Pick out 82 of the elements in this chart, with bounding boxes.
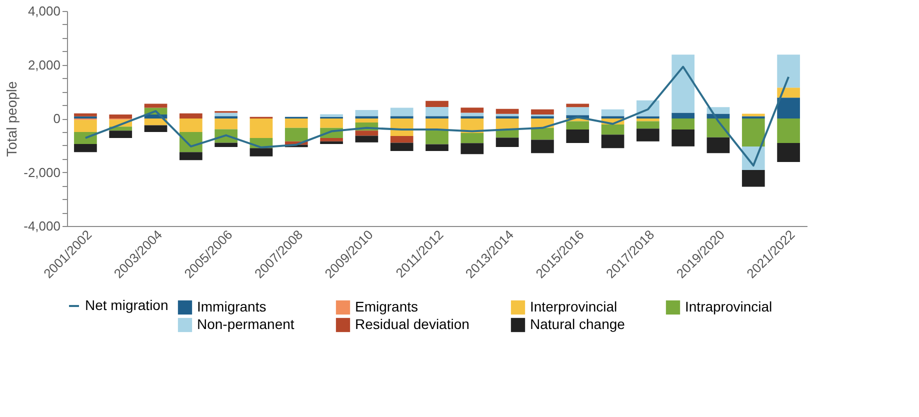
bar <box>179 118 202 132</box>
bar <box>636 121 660 129</box>
bar <box>179 152 202 160</box>
bar <box>355 136 378 142</box>
y-tick-label: 0 <box>53 111 60 126</box>
bar <box>426 106 448 116</box>
legend-label: Emigrants <box>355 298 418 314</box>
bar <box>742 118 765 146</box>
bar <box>355 118 378 123</box>
bar <box>531 109 554 114</box>
bar <box>320 141 343 144</box>
bar <box>777 118 800 143</box>
line-series <box>84 66 790 167</box>
bar <box>566 130 590 143</box>
bar <box>672 118 695 130</box>
bar <box>496 114 519 116</box>
bar <box>566 107 590 116</box>
bar <box>636 128 660 142</box>
bar <box>179 113 202 118</box>
bar <box>460 108 484 113</box>
y-tick-label: -2,000 <box>24 164 60 180</box>
bar <box>496 138 519 147</box>
bar <box>496 108 519 114</box>
bar <box>706 137 730 154</box>
bar <box>109 114 132 118</box>
legend-label: Interprovincial <box>530 298 618 314</box>
bar <box>706 118 730 138</box>
y-tick-label: -4,000 <box>24 218 60 234</box>
y-tick-label: 2,000 <box>28 57 60 72</box>
bar <box>320 138 343 142</box>
bar <box>460 112 484 116</box>
bar <box>777 54 800 88</box>
bar <box>426 100 448 107</box>
bar <box>144 104 168 108</box>
legend-label: Residual deviation <box>355 316 470 332</box>
bar <box>250 148 273 156</box>
bar <box>214 142 238 147</box>
bar <box>284 128 308 142</box>
legend-label: Non-permanent <box>197 316 294 332</box>
bar <box>320 114 343 117</box>
bar <box>566 121 590 130</box>
bar <box>74 132 97 144</box>
bar <box>460 143 484 154</box>
legend-label: Immigrants <box>197 298 266 314</box>
bar <box>742 170 765 187</box>
bar <box>777 98 800 118</box>
bar <box>601 109 624 116</box>
bar <box>74 120 97 132</box>
legend-label: Net migration <box>85 297 168 313</box>
bar <box>214 112 238 116</box>
bar <box>531 140 554 154</box>
bar <box>672 54 695 113</box>
bar <box>74 113 97 116</box>
bar <box>636 118 660 122</box>
y-axis-title: Total people <box>4 81 20 157</box>
bar <box>250 118 273 138</box>
bar <box>777 142 800 162</box>
bar <box>601 134 624 148</box>
bar <box>390 142 414 152</box>
bar <box>426 118 448 130</box>
bar <box>284 118 308 128</box>
legend-label: Natural change <box>530 316 626 332</box>
y-tick-label: 4,000 <box>28 4 60 18</box>
bar <box>566 104 590 108</box>
bar <box>320 118 343 128</box>
bar <box>426 144 448 152</box>
bar <box>601 124 624 135</box>
legend-label: Intraprovincial <box>685 298 772 314</box>
bar <box>144 125 168 132</box>
bar <box>74 144 97 152</box>
bar <box>531 128 554 140</box>
bar <box>672 130 695 146</box>
bar <box>460 133 484 144</box>
bar <box>355 110 378 116</box>
bar <box>214 118 238 130</box>
bar <box>672 112 695 118</box>
bar <box>777 88 800 98</box>
bar <box>390 136 414 143</box>
bar <box>496 118 519 130</box>
bar <box>355 130 378 136</box>
bar <box>390 108 414 116</box>
bar <box>109 130 132 138</box>
